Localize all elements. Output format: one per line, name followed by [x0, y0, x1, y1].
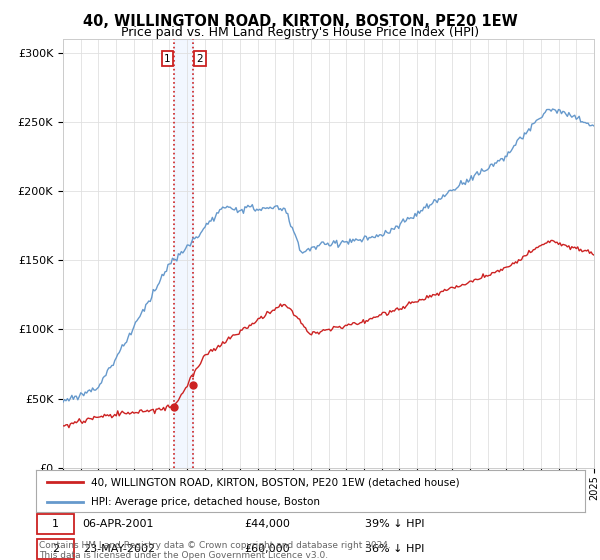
Bar	[173, 39, 193, 468]
Text: £44,000: £44,000	[245, 519, 290, 529]
FancyBboxPatch shape	[37, 514, 74, 534]
Text: 36% ↓ HPI: 36% ↓ HPI	[365, 544, 425, 554]
Text: 39% ↓ HPI: 39% ↓ HPI	[365, 519, 425, 529]
Text: 1: 1	[164, 54, 171, 63]
Text: Price paid vs. HM Land Registry's House Price Index (HPI): Price paid vs. HM Land Registry's House …	[121, 26, 479, 39]
Text: 40, WILLINGTON ROAD, KIRTON, BOSTON, PE20 1EW: 40, WILLINGTON ROAD, KIRTON, BOSTON, PE2…	[83, 14, 517, 29]
Text: 2: 2	[52, 544, 59, 554]
Text: 2: 2	[196, 54, 203, 63]
Text: 06-APR-2001: 06-APR-2001	[83, 519, 154, 529]
Text: 1: 1	[52, 519, 59, 529]
Text: Contains HM Land Registry data © Crown copyright and database right 2024.
This d: Contains HM Land Registry data © Crown c…	[39, 540, 391, 560]
Text: HPI: Average price, detached house, Boston: HPI: Average price, detached house, Bost…	[91, 497, 320, 507]
Text: £60,000: £60,000	[245, 544, 290, 554]
FancyBboxPatch shape	[37, 539, 74, 559]
Text: 23-MAY-2002: 23-MAY-2002	[83, 544, 155, 554]
Text: 40, WILLINGTON ROAD, KIRTON, BOSTON, PE20 1EW (detached house): 40, WILLINGTON ROAD, KIRTON, BOSTON, PE2…	[91, 477, 460, 487]
